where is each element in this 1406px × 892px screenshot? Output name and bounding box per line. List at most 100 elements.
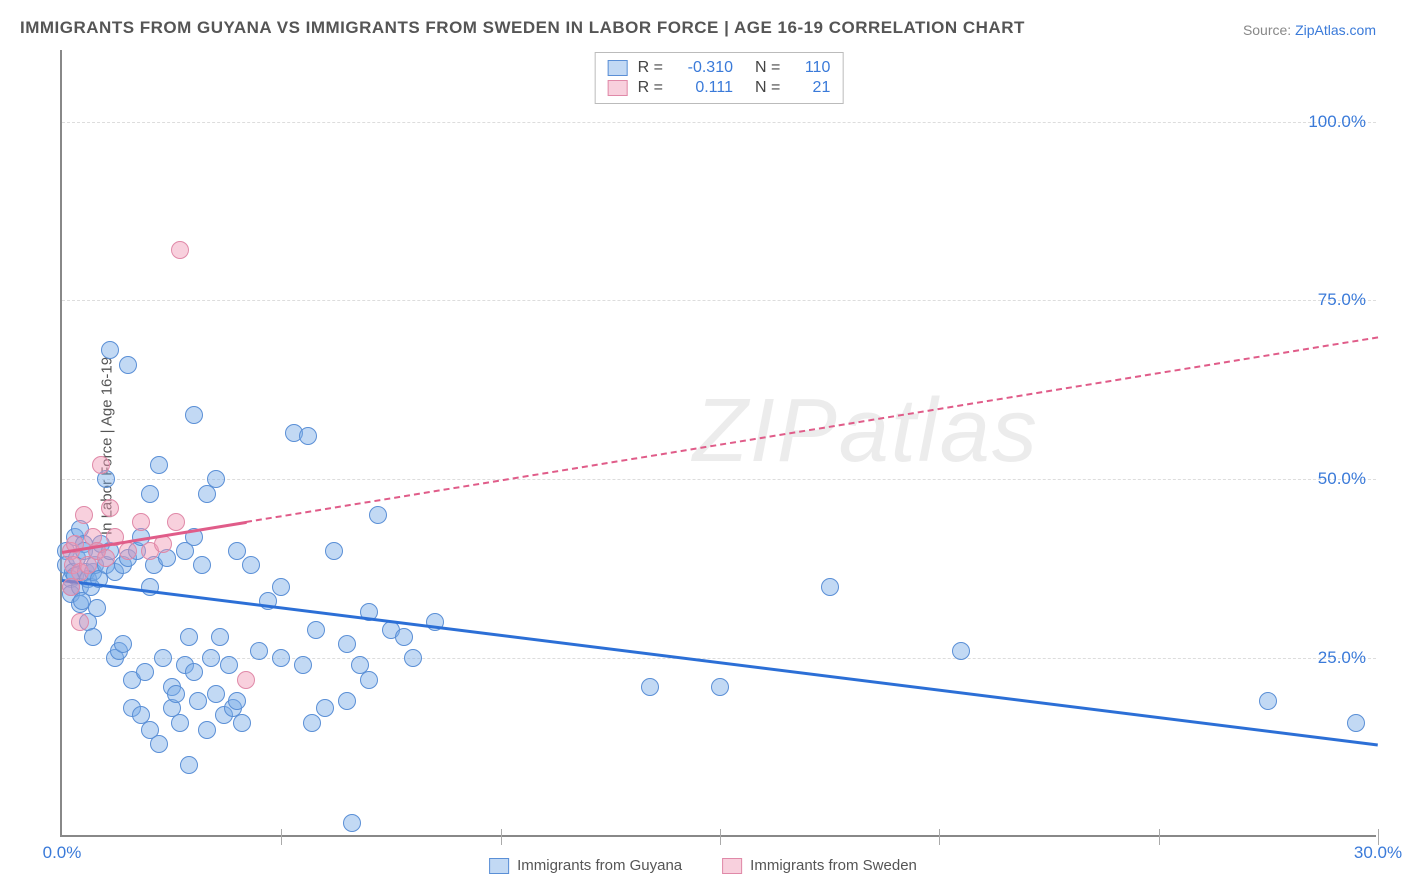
data-point xyxy=(228,542,246,560)
source-prefix: Source: xyxy=(1243,22,1295,38)
data-point xyxy=(198,721,216,739)
data-point xyxy=(821,578,839,596)
gridline-vertical xyxy=(1378,829,1379,837)
data-point xyxy=(711,678,729,696)
data-point xyxy=(185,406,203,424)
gridline-vertical xyxy=(720,829,721,837)
series-legend: Immigrants from Guyana Immigrants from Sw… xyxy=(489,857,917,874)
x-tick-label: 0.0% xyxy=(43,843,82,863)
trend-line xyxy=(62,579,1378,747)
legend-swatch xyxy=(722,858,742,874)
data-point xyxy=(92,456,110,474)
y-tick-label: 75.0% xyxy=(1318,290,1366,310)
x-tick xyxy=(501,837,502,845)
gridline-horizontal xyxy=(62,122,1376,123)
data-point xyxy=(75,506,93,524)
x-tick xyxy=(1159,837,1160,845)
legend-swatch xyxy=(608,80,628,96)
n-value: 21 xyxy=(790,79,830,97)
scatter-chart: ZIPatlas R =-0.310N =110R =0.111N =21 25… xyxy=(60,50,1376,837)
data-point xyxy=(171,714,189,732)
data-point xyxy=(167,685,185,703)
data-point xyxy=(202,649,220,667)
data-point xyxy=(84,628,102,646)
data-point xyxy=(343,814,361,832)
data-point xyxy=(369,506,387,524)
legend-swatch xyxy=(489,858,509,874)
data-point xyxy=(180,756,198,774)
data-point xyxy=(1347,714,1365,732)
data-point xyxy=(233,714,251,732)
data-point xyxy=(1259,692,1277,710)
r-value: -0.310 xyxy=(673,59,733,77)
x-tick-label: 30.0% xyxy=(1354,843,1402,863)
data-point xyxy=(207,685,225,703)
data-point xyxy=(150,456,168,474)
data-point xyxy=(316,699,334,717)
data-point xyxy=(150,735,168,753)
legend-item: Immigrants from Sweden xyxy=(722,857,917,874)
data-point xyxy=(404,649,422,667)
data-point xyxy=(97,549,115,567)
data-point xyxy=(294,656,312,674)
data-point xyxy=(228,692,246,710)
data-point xyxy=(211,628,229,646)
x-tick xyxy=(939,837,940,845)
n-label: N = xyxy=(755,79,780,97)
legend-label: Immigrants from Sweden xyxy=(750,857,917,874)
data-point xyxy=(167,513,185,531)
source-link[interactable]: ZipAtlas.com xyxy=(1295,22,1376,38)
data-point xyxy=(237,671,255,689)
data-point xyxy=(193,556,211,574)
data-point xyxy=(250,642,268,660)
data-point xyxy=(272,578,290,596)
chart-title: IMMIGRANTS FROM GUYANA VS IMMIGRANTS FRO… xyxy=(20,18,1025,38)
data-point xyxy=(171,241,189,259)
data-point xyxy=(180,628,198,646)
y-tick-label: 100.0% xyxy=(1308,112,1366,132)
gridline-vertical xyxy=(939,829,940,837)
trend-line xyxy=(246,336,1378,523)
x-tick xyxy=(281,837,282,845)
data-point xyxy=(119,542,137,560)
data-point xyxy=(207,470,225,488)
r-label: R = xyxy=(638,59,663,77)
data-point xyxy=(303,714,321,732)
data-point xyxy=(141,485,159,503)
data-point xyxy=(338,635,356,653)
data-point xyxy=(307,621,325,639)
data-point xyxy=(114,635,132,653)
gridline-vertical xyxy=(1159,829,1160,837)
legend-item: Immigrants from Guyana xyxy=(489,857,682,874)
legend-row: R = -0.310 N = 110 xyxy=(608,59,831,77)
data-point xyxy=(132,513,150,531)
gridline-vertical xyxy=(501,829,502,837)
data-point xyxy=(136,663,154,681)
data-point xyxy=(325,542,343,560)
n-value: 110 xyxy=(790,59,830,77)
data-point xyxy=(154,649,172,667)
data-point xyxy=(299,427,317,445)
y-tick-label: 50.0% xyxy=(1318,469,1366,489)
n-label: N = xyxy=(755,59,780,77)
r-value: 0.111 xyxy=(673,79,733,97)
gridline-vertical xyxy=(281,829,282,837)
watermark: ZIPatlas xyxy=(693,380,1039,483)
legend-row: R =0.111N =21 xyxy=(608,79,831,97)
data-point xyxy=(101,499,119,517)
data-point xyxy=(189,692,207,710)
x-tick xyxy=(720,837,721,845)
source-attribution: Source: ZipAtlas.com xyxy=(1243,22,1376,38)
legend-label: Immigrants from Guyana xyxy=(517,857,682,874)
gridline-horizontal xyxy=(62,300,1376,301)
data-point xyxy=(272,649,290,667)
data-point xyxy=(101,341,119,359)
data-point xyxy=(952,642,970,660)
data-point xyxy=(119,356,137,374)
data-point xyxy=(360,671,378,689)
gridline-horizontal xyxy=(62,479,1376,480)
data-point xyxy=(395,628,413,646)
data-point xyxy=(242,556,260,574)
correlation-legend: R = -0.310 N = 110R = 0.111 N = 21 xyxy=(595,52,844,104)
data-point xyxy=(185,663,203,681)
